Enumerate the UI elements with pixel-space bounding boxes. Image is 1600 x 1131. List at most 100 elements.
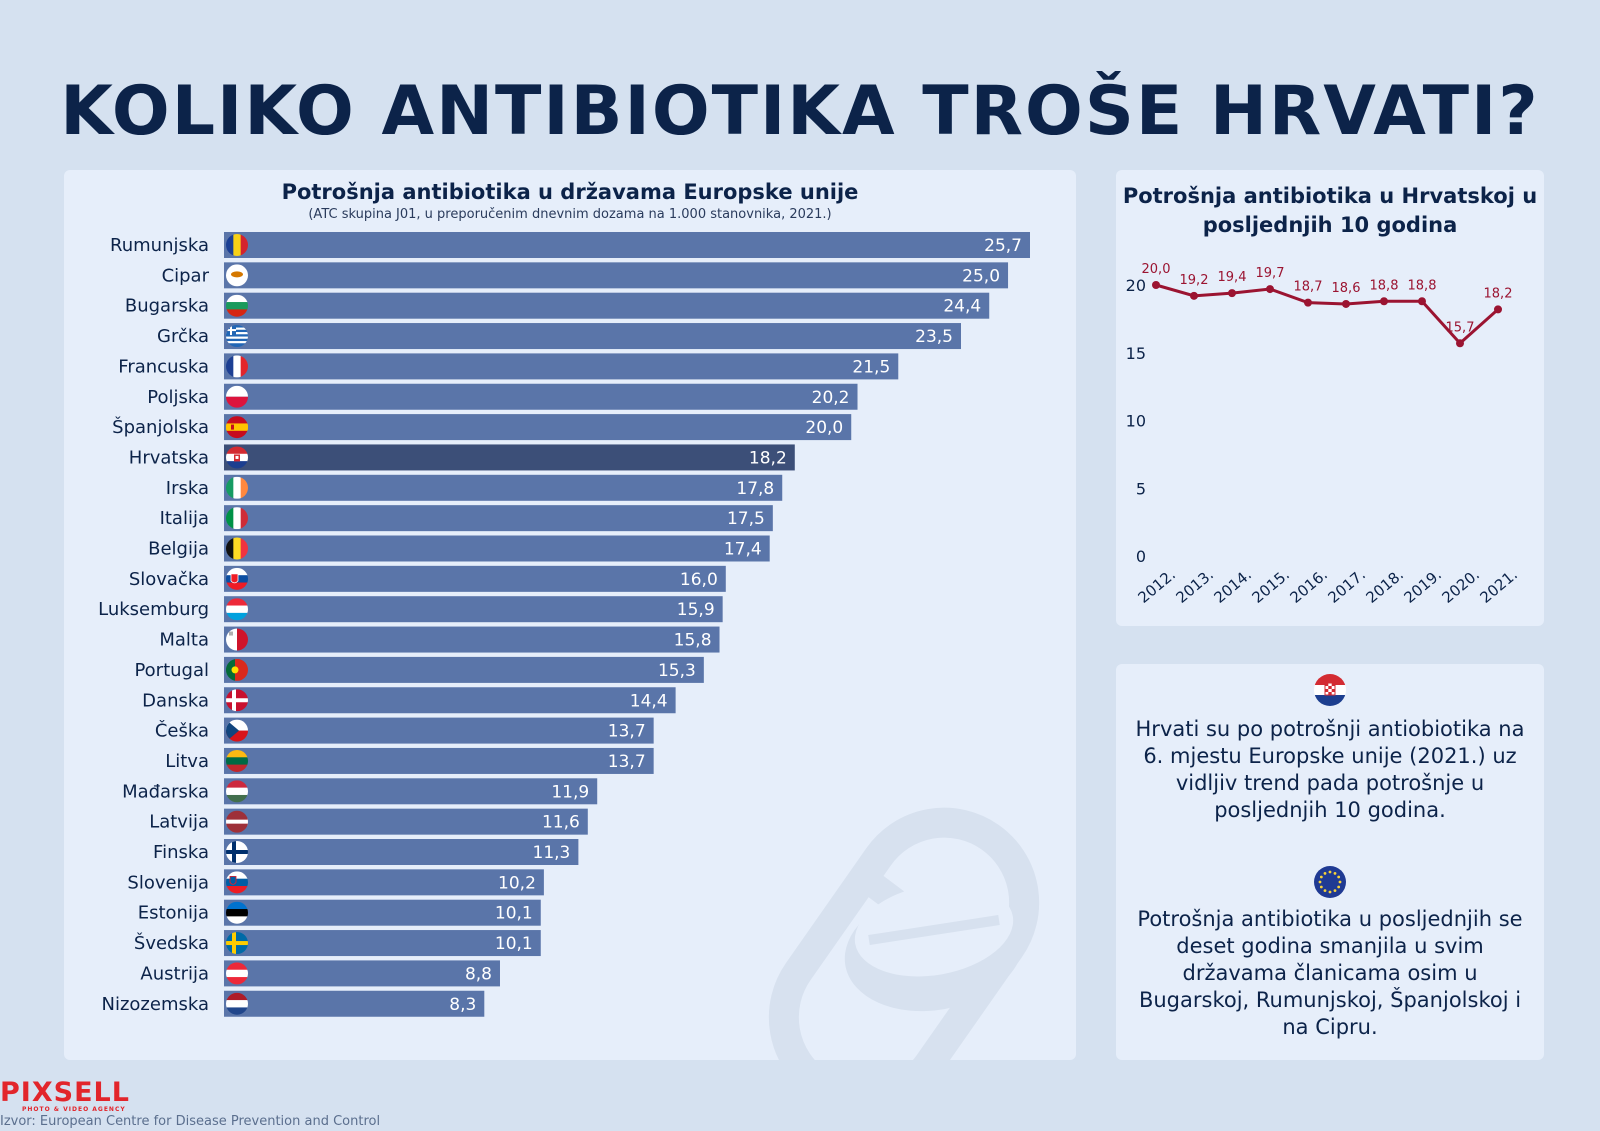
bar-value-label: 13,7 <box>608 722 646 742</box>
bar <box>224 292 990 319</box>
bar-value-label: 11,3 <box>533 843 571 863</box>
category-label: Češka <box>155 720 209 742</box>
pixsell-logo: PIXSELL <box>0 1077 130 1108</box>
x-tick-label: 2015. <box>1249 565 1293 606</box>
bar-value-label: 10,1 <box>495 904 533 924</box>
category-label: Grčka <box>157 326 209 347</box>
at-flag-icon <box>226 962 248 985</box>
data-point <box>1152 281 1160 289</box>
bar-chart-panel: Potrošnja antibiotika u državama Europsk… <box>64 170 1076 1060</box>
fi-flag-icon <box>226 841 248 863</box>
data-point <box>1418 297 1426 306</box>
bar-value-label: 16,0 <box>680 570 718 590</box>
cy-flag-icon <box>226 264 248 287</box>
bar <box>224 414 852 441</box>
pt-flag-icon <box>226 658 248 681</box>
x-tick-label: 2013. <box>1173 565 1217 606</box>
data-label: 15,7 <box>1446 320 1475 335</box>
category-label: Irska <box>166 478 209 499</box>
bar-value-label: 10,2 <box>498 873 536 893</box>
category-label: Bugarska <box>125 296 209 317</box>
y-tick-label: 0 <box>1136 547 1146 566</box>
bar-chart: Rumunjska 25,7 Cipar 25,0 Bugarska 24,4 Grčka 2… <box>98 232 1040 1060</box>
bar-value-label: 8,8 <box>465 964 492 984</box>
data-point <box>1266 285 1274 294</box>
data-label: 18,8 <box>1370 278 1399 293</box>
category-label: Estonija <box>138 903 209 924</box>
sk-flag-icon <box>226 567 248 590</box>
bar-value-label: 8,3 <box>449 995 476 1015</box>
bar <box>224 717 654 744</box>
line-chart-panel: Potrošnja antibiotika u Hrvatskoj u posl… <box>1116 170 1544 626</box>
data-point <box>1456 339 1464 348</box>
data-label: 18,6 <box>1332 281 1361 296</box>
data-label: 19,7 <box>1256 266 1285 281</box>
bar-value-label: 10,1 <box>495 934 533 954</box>
category-label: Cipar <box>162 265 210 286</box>
bar-value-label: 25,0 <box>962 266 1000 286</box>
data-point <box>1494 305 1502 314</box>
bar <box>224 262 1009 289</box>
category-label: Francuska <box>118 356 209 377</box>
hu-flag-icon <box>226 780 248 803</box>
bar <box>224 505 773 532</box>
bar-value-label: 15,8 <box>674 631 712 651</box>
category-label: Malta <box>159 630 209 651</box>
data-point <box>1304 298 1312 307</box>
data-label: 18,2 <box>1484 286 1513 301</box>
si-flag-icon <box>226 871 248 894</box>
x-tick-label: 2016. <box>1287 565 1331 606</box>
data-point <box>1380 297 1388 306</box>
bar <box>224 869 544 896</box>
x-tick-label: 2020. <box>1439 565 1483 606</box>
line-chart: 0 5 10 15 2020,0 2012. 19,2 2013. 19,4 2014. 19,7 2… <box>1126 262 1521 607</box>
category-label: Španjolska <box>112 416 209 438</box>
croatia-info-text: Hrvati su po potrošnji antiobiotika na 6… <box>1135 717 1525 822</box>
bar <box>224 899 541 926</box>
ie-flag-icon <box>226 476 248 499</box>
bar <box>224 687 676 714</box>
x-tick-label: 2017. <box>1325 565 1369 606</box>
category-label: Mađarska <box>122 781 209 802</box>
data-point <box>1342 299 1350 308</box>
bar-value-label: 24,4 <box>943 297 981 317</box>
category-label: Luksemburg <box>98 599 209 620</box>
bar <box>224 747 654 774</box>
bar <box>224 596 723 623</box>
bar-value-label: 25,7 <box>984 236 1022 256</box>
bar-chart-title: Potrošnja antibiotika u državama Europsk… <box>281 180 859 204</box>
pl-flag-icon <box>226 385 248 408</box>
be-flag-icon <box>226 537 248 560</box>
data-point <box>1190 291 1198 300</box>
bar <box>224 960 500 987</box>
category-label: Belgija <box>148 539 209 560</box>
bar <box>224 444 795 471</box>
bar-value-label: 21,5 <box>852 357 890 377</box>
bar-value-label: 13,7 <box>608 752 646 772</box>
bar <box>224 930 541 957</box>
bg-flag-icon <box>226 294 248 317</box>
bar <box>224 383 858 410</box>
cz-flag-icon <box>226 719 248 742</box>
lt-flag-icon <box>226 749 248 772</box>
bar <box>224 839 579 865</box>
pixsell-logo-subtitle: PHOTO & VIDEO AGENCY <box>22 1106 126 1113</box>
data-label: 19,2 <box>1180 273 1209 288</box>
data-label: 20,0 <box>1142 262 1171 277</box>
x-tick-label: 2018. <box>1363 565 1407 606</box>
data-label: 18,8 <box>1408 278 1437 293</box>
gr-flag-icon <box>226 325 248 348</box>
category-label: Finska <box>153 842 209 863</box>
bar-value-label: 15,9 <box>677 600 715 620</box>
category-label: Italija <box>160 508 209 529</box>
lv-flag-icon <box>226 810 248 833</box>
lu-flag-icon <box>226 598 248 621</box>
se-flag-icon <box>226 932 248 955</box>
ee-flag-icon <box>226 901 248 924</box>
bar-value-label: 20,2 <box>812 388 850 408</box>
bar-value-label: 17,8 <box>736 479 774 499</box>
category-label: Hrvatska <box>129 447 209 468</box>
page-title: KOLIKO ANTIBIOTIKA TROŠE HRVATI? <box>60 72 1540 151</box>
bar <box>224 778 598 805</box>
dk-flag-icon <box>226 689 248 712</box>
